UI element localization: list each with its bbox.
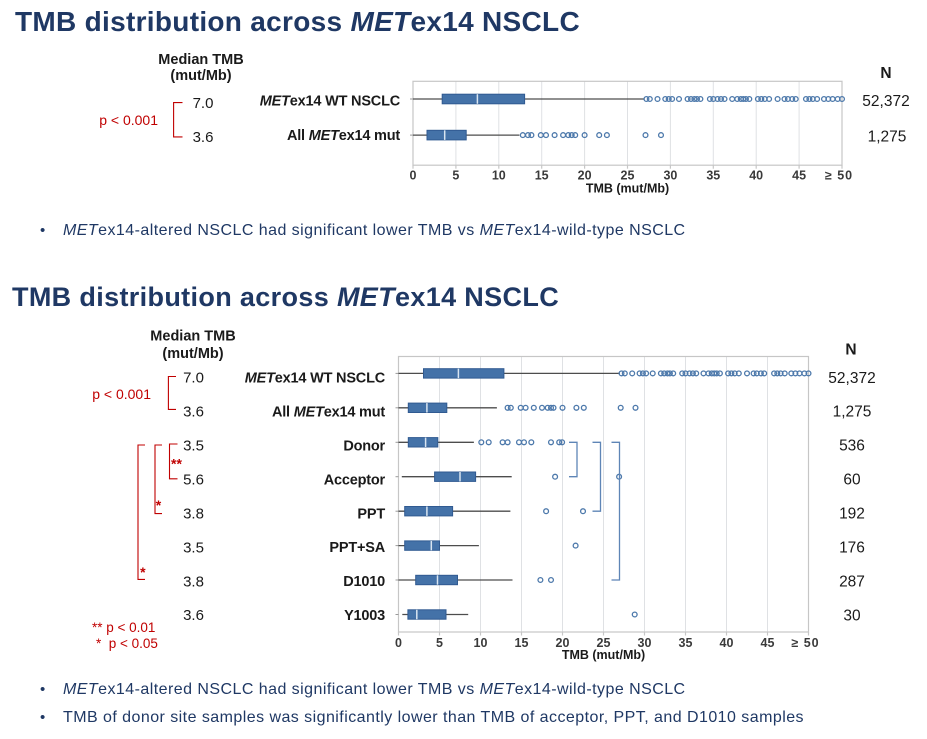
svg-text:536: 536 <box>839 438 865 455</box>
svg-text:N: N <box>845 342 856 359</box>
svg-text:D1010: D1010 <box>343 574 385 590</box>
svg-text:5: 5 <box>452 169 459 183</box>
svg-text:40: 40 <box>720 636 734 650</box>
svg-text:All METex14 mut: All METex14 mut <box>287 128 400 144</box>
svg-text:52,372: 52,372 <box>828 370 875 387</box>
svg-text:p < 0.001: p < 0.001 <box>92 386 151 402</box>
svg-text:Median TMB: Median TMB <box>158 52 243 68</box>
svg-text:5: 5 <box>436 636 443 650</box>
svg-text:25: 25 <box>597 636 611 650</box>
svg-text:3.5: 3.5 <box>183 438 204 455</box>
svg-text:*: * <box>156 497 162 513</box>
svg-text:Donor: Donor <box>343 439 385 455</box>
svg-text:3.6: 3.6 <box>183 404 204 421</box>
svg-text:*: * <box>140 564 146 580</box>
svg-text:45: 45 <box>792 169 806 183</box>
svg-text:TMB (mut/Mb): TMB (mut/Mb) <box>562 648 645 662</box>
svg-text:** p < 0.01: ** p < 0.01 <box>92 620 155 635</box>
svg-text:3.8: 3.8 <box>183 505 204 522</box>
svg-text:PPT+SA: PPT+SA <box>329 540 385 556</box>
svg-text:60: 60 <box>843 472 861 489</box>
svg-text:3.6: 3.6 <box>193 129 214 146</box>
svg-text:1,275: 1,275 <box>833 404 872 421</box>
svg-text:287: 287 <box>839 573 865 590</box>
svg-text:p < 0.001: p < 0.001 <box>99 112 158 128</box>
svg-text:≥ 50: ≥ 50 <box>825 169 853 183</box>
svg-text:15: 15 <box>515 636 529 650</box>
svg-text:≥ 50: ≥ 50 <box>791 636 819 650</box>
svg-text:N: N <box>880 65 891 82</box>
svg-text:All METex14 mut: All METex14 mut <box>272 405 385 421</box>
svg-text:7.0: 7.0 <box>193 95 214 112</box>
svg-text:METex14 WT NSCLC: METex14 WT NSCLC <box>245 371 386 387</box>
svg-text:30: 30 <box>843 607 861 624</box>
svg-text:Y1003: Y1003 <box>344 608 385 624</box>
svg-text:25: 25 <box>621 169 635 183</box>
svg-text:176: 176 <box>839 540 865 557</box>
svg-text:0: 0 <box>410 169 417 183</box>
svg-text:7.0: 7.0 <box>183 370 204 387</box>
svg-text:30: 30 <box>638 636 652 650</box>
svg-text:10: 10 <box>474 636 488 650</box>
svg-text:(mut/Mb): (mut/Mb) <box>162 346 223 362</box>
svg-text:5.6: 5.6 <box>183 472 204 489</box>
svg-text:1,275: 1,275 <box>868 129 907 146</box>
svg-text:45: 45 <box>761 636 775 650</box>
svg-text:PPT: PPT <box>357 506 385 522</box>
svg-text:20: 20 <box>556 636 570 650</box>
svg-text:TMB (mut/Mb): TMB (mut/Mb) <box>586 182 669 196</box>
svg-text:**: ** <box>171 456 182 472</box>
svg-text:METex14 WT NSCLC: METex14 WT NSCLC <box>260 94 401 110</box>
svg-text:10: 10 <box>492 169 506 183</box>
svg-text:(mut/Mb): (mut/Mb) <box>170 68 231 84</box>
svg-text:3.5: 3.5 <box>183 539 204 556</box>
svg-text:0: 0 <box>395 636 402 650</box>
svg-text:35: 35 <box>679 636 693 650</box>
svg-text:52,372: 52,372 <box>862 93 909 110</box>
svg-text:* p < 0.05: * p < 0.05 <box>96 636 158 651</box>
svg-text:30: 30 <box>663 169 677 183</box>
svg-text:40: 40 <box>749 169 763 183</box>
svg-text:192: 192 <box>839 506 865 523</box>
svg-text:15: 15 <box>535 169 549 183</box>
svg-text:3.8: 3.8 <box>183 573 204 590</box>
svg-text:Median TMB: Median TMB <box>150 329 235 345</box>
svg-text:Acceptor: Acceptor <box>324 472 386 488</box>
svg-text:3.6: 3.6 <box>183 607 204 624</box>
svg-text:35: 35 <box>706 169 720 183</box>
svg-text:20: 20 <box>578 169 592 183</box>
